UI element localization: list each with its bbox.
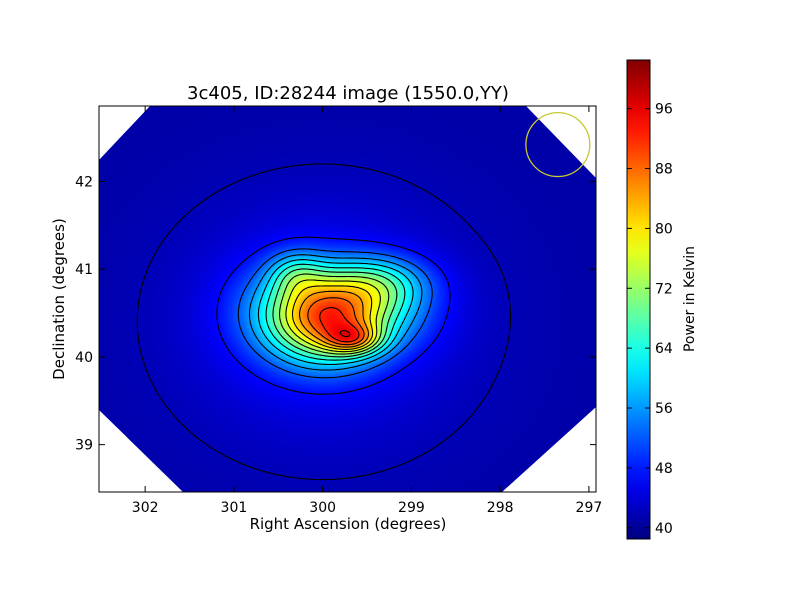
y-axis-label: Declination (degrees) xyxy=(50,218,68,380)
colorbar-tick-label: 80 xyxy=(655,221,673,237)
contour-level-1 xyxy=(216,236,451,395)
y-axis-ticks: 39 40 41 42 xyxy=(75,174,596,454)
contour-layer xyxy=(136,163,512,481)
contour-level-13 xyxy=(339,330,351,338)
contour-level-11 xyxy=(307,297,365,346)
colorbar-ticks: 40 48 56 64 72 80 88 96 xyxy=(627,102,673,537)
colorbar-tick-label: 72 xyxy=(655,281,673,297)
contour-level-6 xyxy=(272,268,398,358)
plot-area: 302 301 300 299 298 297 39 40 41 42 xyxy=(75,105,602,516)
x-tick-label: 300 xyxy=(309,500,336,516)
colorbar: 40 48 56 64 72 80 88 96 Power in Kelvin xyxy=(626,59,698,540)
contour-level-3 xyxy=(248,254,423,371)
colorbar-label: Power in Kelvin xyxy=(682,246,698,352)
contour-level-0 xyxy=(136,163,512,481)
x-tick-label: 297 xyxy=(576,500,603,516)
x-tick-label: 302 xyxy=(132,500,159,516)
colorbar-tick-label: 56 xyxy=(655,401,673,417)
colorbar-tick-label: 96 xyxy=(655,102,673,118)
contour-level-7 xyxy=(278,273,390,355)
contour-level-10 xyxy=(299,290,370,348)
y-tick-label: 42 xyxy=(75,174,93,190)
sky-coverage-mask xyxy=(99,106,596,492)
y-tick-label: 39 xyxy=(75,438,93,454)
contour-level-5 xyxy=(265,263,406,361)
x-tick-label: 299 xyxy=(398,500,425,516)
x-axis-label: Right Ascension (degrees) xyxy=(250,515,447,533)
plot-frame xyxy=(98,105,597,493)
x-tick-label: 298 xyxy=(487,500,514,516)
heatmap-image xyxy=(99,106,596,492)
colorbar-tick-label: 40 xyxy=(655,521,673,537)
contour-level-12 xyxy=(319,307,360,343)
contour-level-4 xyxy=(257,259,414,366)
colorbar-gradient xyxy=(626,59,651,540)
colorbar-tick-label: 88 xyxy=(655,162,673,178)
chart-title: 3c405, ID:28244 image (1550.0,YY) xyxy=(187,83,509,104)
beam-circle xyxy=(525,112,591,178)
colorbar-tick-label: 48 xyxy=(655,461,673,477)
x-axis-ticks: 302 301 300 299 298 297 xyxy=(132,106,602,516)
contour-level-2 xyxy=(237,248,433,379)
contour-level-9 xyxy=(291,285,374,350)
x-tick-label: 301 xyxy=(221,500,248,516)
contour-level-8 xyxy=(285,279,381,353)
y-tick-label: 40 xyxy=(75,350,93,366)
colorbar-tick-label: 64 xyxy=(655,341,673,357)
y-tick-label: 41 xyxy=(75,262,93,278)
